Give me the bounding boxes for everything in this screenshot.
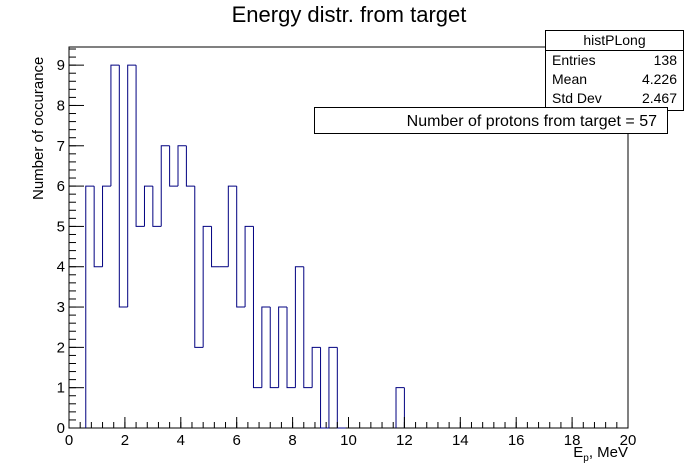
y-tick-label: 2	[57, 339, 65, 356]
histogram-bar	[336, 347, 346, 429]
stats-histogram-name: histPLong	[546, 31, 683, 51]
histogram-bar	[252, 226, 262, 389]
y-tick-label: 5	[57, 218, 65, 235]
histogram-bar	[169, 145, 179, 187]
histogram-bar	[135, 65, 145, 227]
x-axis-label-main: E	[573, 444, 584, 461]
stats-mean-value: 4.226	[641, 71, 677, 87]
stats-stddev-label: Std Dev	[552, 90, 602, 106]
x-tick-label: 10	[340, 432, 357, 449]
stats-stddev-value: 2.467	[641, 90, 677, 106]
histogram-bar	[269, 307, 279, 389]
x-tick-label: 8	[288, 432, 296, 449]
histogram-bar	[110, 64, 120, 187]
protons-count-note: Number of protons from target = 57	[314, 107, 668, 134]
y-tick-label: 7	[57, 138, 65, 155]
histogram-bar	[320, 347, 329, 429]
x-tick-label: 18	[564, 432, 581, 449]
stats-row-mean: Mean 4.226	[546, 70, 683, 89]
histogram-bar	[160, 145, 170, 227]
x-tick-label: 0	[65, 432, 73, 449]
stats-entries-value: 138	[653, 52, 677, 68]
histogram-bar	[127, 64, 137, 308]
x-tick-label: 14	[452, 432, 469, 449]
histogram-bar	[261, 306, 271, 388]
y-tick-label: 3	[57, 299, 65, 316]
histogram-bar	[278, 306, 288, 388]
histogram-bar	[185, 145, 195, 187]
stats-row-entries: Entries 138	[546, 51, 683, 70]
histogram-bar	[177, 145, 187, 187]
histogram-bar	[143, 185, 153, 227]
histogram-bar	[85, 185, 95, 428]
histogram-bar	[311, 346, 321, 388]
y-tick-label: 0	[57, 420, 65, 437]
histogram-bar	[286, 307, 296, 389]
x-tick-label: 4	[177, 432, 185, 449]
y-tick-label: 1	[57, 380, 65, 397]
histogram-bar	[194, 186, 204, 348]
x-axis-label-unit: , MeV	[588, 444, 628, 461]
histogram-bar	[395, 387, 405, 428]
histogram-bar	[152, 186, 162, 227]
stats-entries-label: Entries	[552, 52, 596, 68]
histogram-bar	[118, 65, 128, 308]
stats-mean-label: Mean	[552, 71, 588, 87]
x-tick-label: 20	[620, 432, 637, 449]
histogram-bar	[93, 186, 103, 268]
x-tick-label: 12	[396, 432, 413, 449]
histogram-bar	[328, 346, 338, 428]
y-tick-label: 8	[57, 97, 65, 114]
y-tick-label: 9	[57, 57, 65, 74]
y-axis-label: Number of occurance	[30, 56, 47, 200]
histogram-bar	[236, 186, 246, 308]
histogram-bar	[211, 226, 220, 268]
histogram-bar	[227, 185, 237, 267]
histogram-bar	[294, 266, 304, 388]
y-tick-label: 6	[57, 178, 65, 195]
histogram-bar	[303, 266, 313, 389]
x-tick-label: 2	[121, 432, 129, 449]
histogram-bar	[202, 225, 212, 348]
x-tick-label: 16	[508, 432, 525, 449]
y-tick-label: 4	[57, 259, 65, 276]
stats-box: histPLong Entries 138 Mean 4.226 Std Dev…	[545, 30, 684, 111]
x-tick-label: 6	[233, 432, 241, 449]
histogram-bar	[102, 185, 111, 267]
chart-title: Energy distr. from target	[231, 2, 467, 27]
x-axis-label-subscript: p	[583, 453, 589, 464]
histogram-bar	[244, 225, 254, 308]
stats-row-stddev: Std Dev 2.467	[546, 89, 683, 108]
x-axis-label: Ep, MeV	[573, 444, 628, 464]
